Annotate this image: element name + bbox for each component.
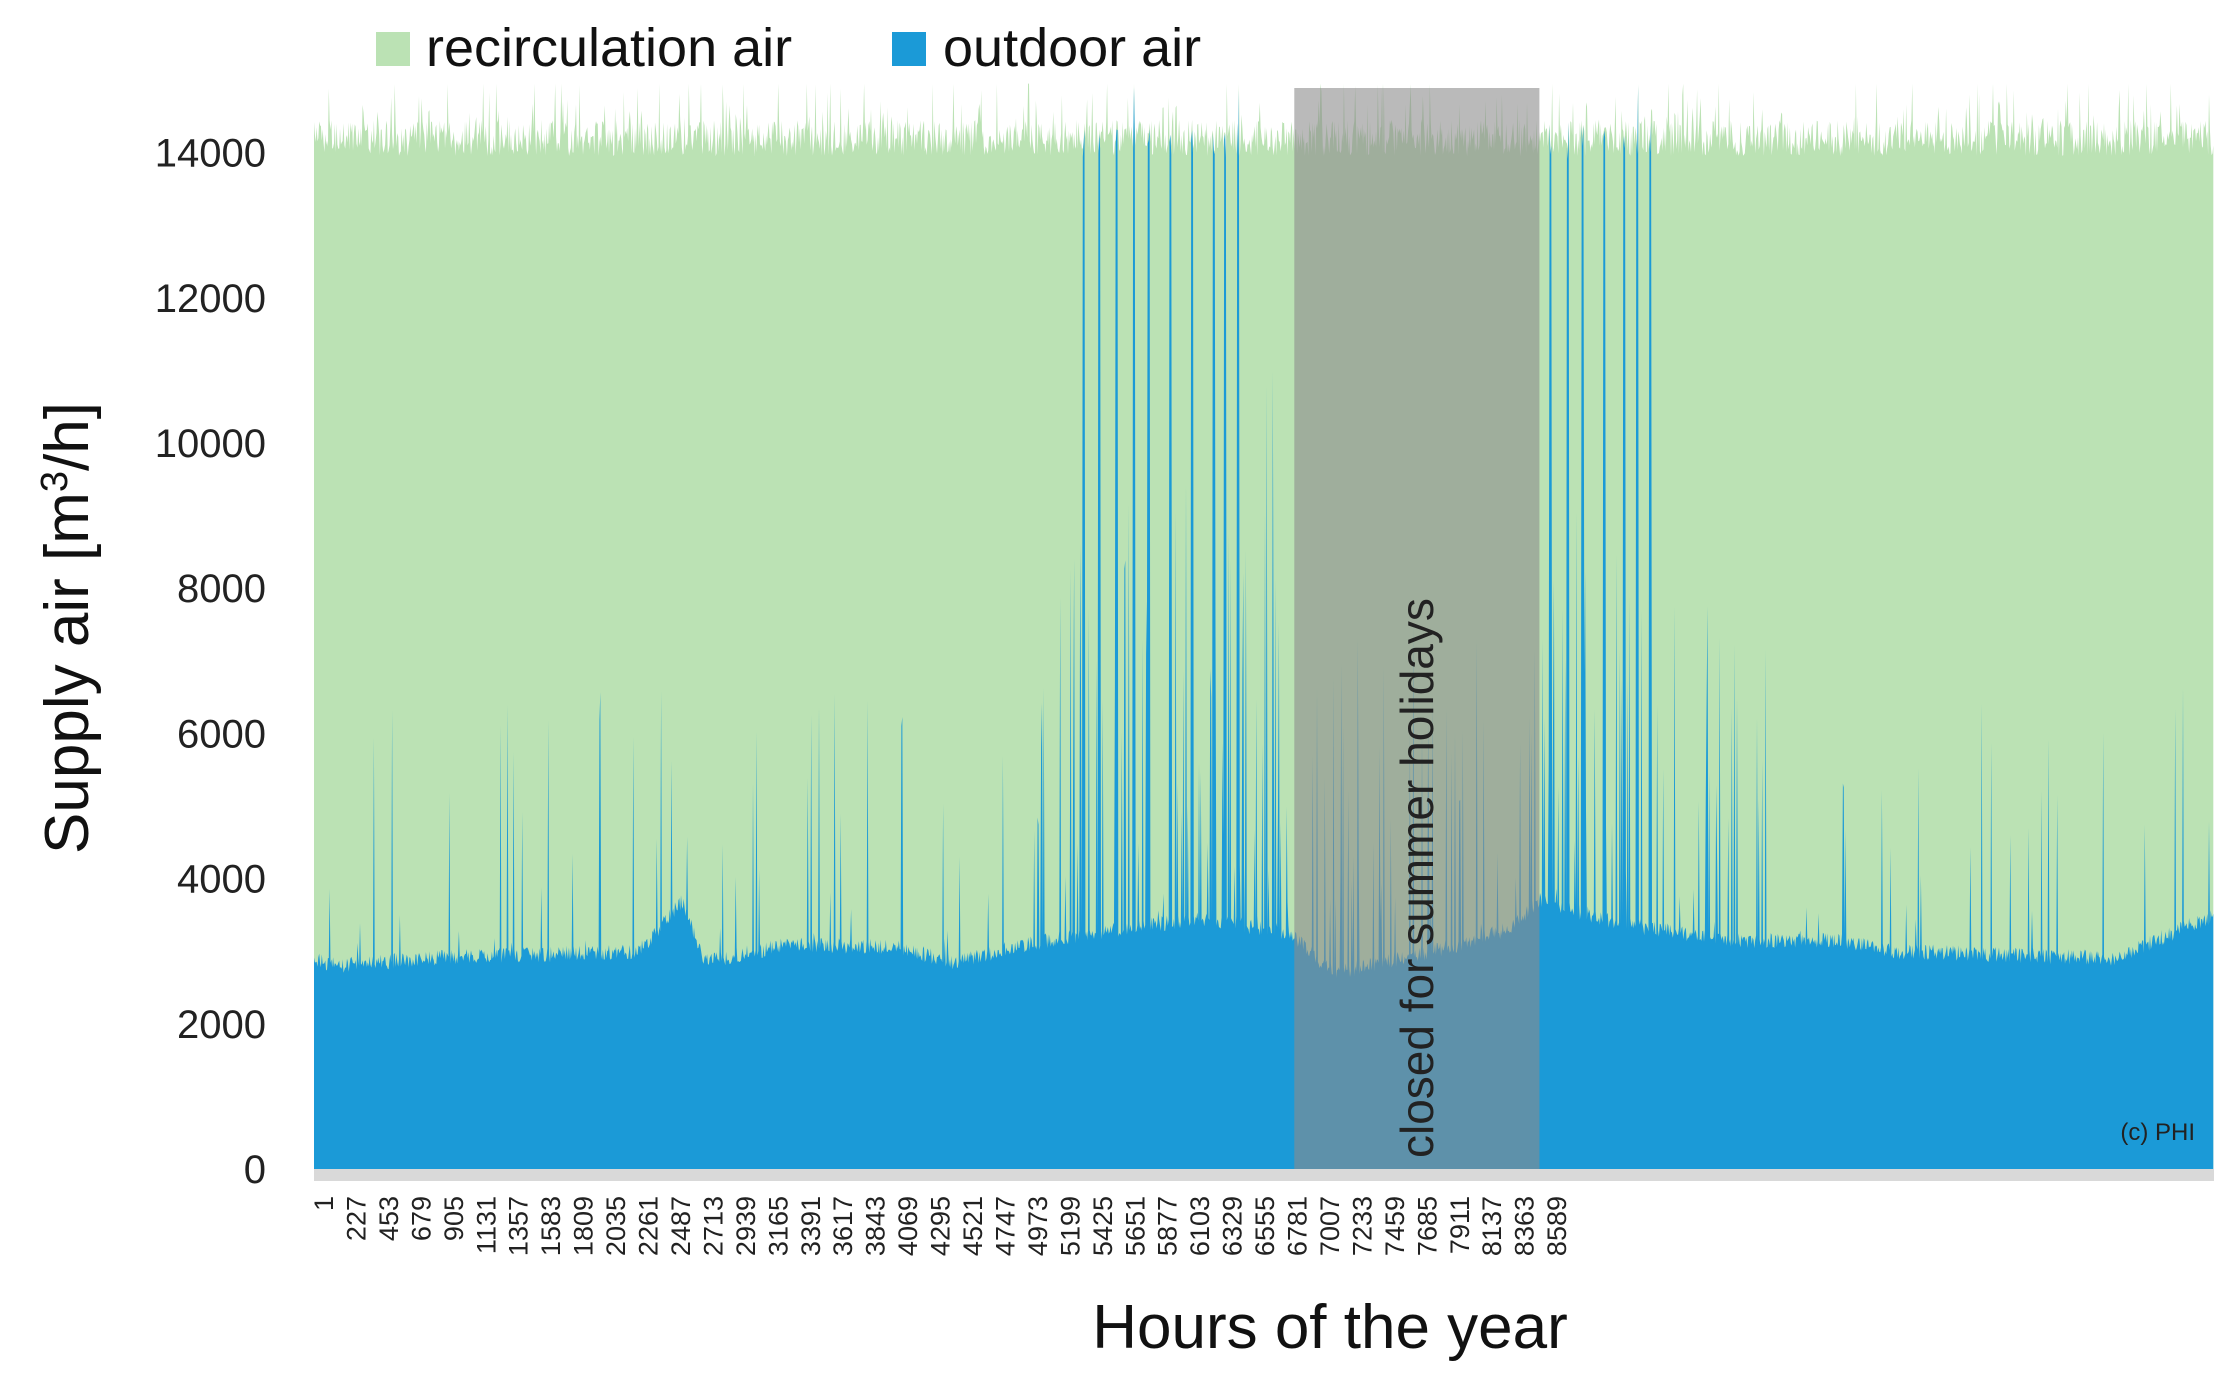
x-tick-label-8363: 8363 <box>1510 1196 1540 1256</box>
x-tick-label-4747: 4747 <box>991 1196 1021 1256</box>
x-tick-label-1809: 1809 <box>569 1196 599 1256</box>
x-axis-ticks: 1 227 453 679 905 1131 1357 1583 1809 2035 2261 248… <box>309 1196 1572 1256</box>
y-axis-title-sup: 3 <box>34 471 76 492</box>
outdoor-air-series <box>314 86 2214 1170</box>
x-tick-label-5425: 5425 <box>1088 1196 1118 1256</box>
y-axis-ticks: 0 2000 4000 6000 8000 10000 12000 14000 <box>155 132 266 1192</box>
holiday-annotation: closed for summer holidays <box>1391 598 1443 1158</box>
legend-label-recirculation: recirculation air <box>426 18 792 78</box>
x-tick-label-227: 227 <box>341 1196 371 1241</box>
legend-label-outdoor: outdoor air <box>943 18 1201 78</box>
y-axis-title-prefix: Supply air [m <box>33 492 102 854</box>
y-tick-label-10000: 10000 <box>155 422 266 466</box>
y-axis-title: Supply air [m3/h] <box>33 402 102 854</box>
y-tick-label-4000: 4000 <box>177 858 266 902</box>
y-tick-label-12000: 12000 <box>155 277 266 321</box>
x-tick-label-6781: 6781 <box>1283 1196 1313 1256</box>
x-tick-label-3617: 3617 <box>828 1196 858 1256</box>
x-tick-label-3843: 3843 <box>861 1196 891 1256</box>
x-tick-label-905: 905 <box>439 1196 469 1241</box>
x-tick-label-6103: 6103 <box>1185 1196 1215 1256</box>
x-tick-label-1583: 1583 <box>536 1196 566 1256</box>
x-tick-label-5199: 5199 <box>1055 1196 1085 1256</box>
x-axis-band <box>314 1169 2214 1181</box>
y-tick-label-0: 0 <box>244 1148 266 1192</box>
x-tick-label-1: 1 <box>309 1196 339 1211</box>
x-tick-label-5877: 5877 <box>1153 1196 1183 1256</box>
x-tick-label-679: 679 <box>406 1196 436 1241</box>
x-tick-label-7911: 7911 <box>1445 1196 1475 1254</box>
y-tick-label-8000: 8000 <box>177 567 266 611</box>
x-tick-label-3165: 3165 <box>763 1196 793 1256</box>
x-tick-label-2939: 2939 <box>731 1196 761 1256</box>
x-tick-label-6329: 6329 <box>1218 1196 1248 1256</box>
credit-label: (c) PHI <box>2120 1119 2195 1146</box>
x-tick-label-2035: 2035 <box>601 1196 631 1256</box>
x-tick-label-7233: 7233 <box>1347 1196 1377 1256</box>
y-axis-title-suffix: /h] <box>33 402 102 471</box>
legend-swatch-recirculation <box>376 32 410 66</box>
x-tick-label-2487: 2487 <box>666 1196 696 1256</box>
outdoor-air-area <box>314 86 2214 1170</box>
x-tick-label-8589: 8589 <box>1542 1196 1572 1256</box>
x-tick-label-8137: 8137 <box>1477 1196 1507 1256</box>
x-tick-label-3391: 3391 <box>796 1196 826 1256</box>
x-tick-label-4973: 4973 <box>1023 1196 1053 1256</box>
recirculation-air-area <box>314 83 2214 1170</box>
recirculation-air-series <box>314 83 2214 1170</box>
x-tick-label-2713: 2713 <box>698 1196 728 1256</box>
legend: recirculation air outdoor air <box>376 18 1201 78</box>
holiday-shaded-region <box>1294 88 1540 1169</box>
legend-swatch-outdoor <box>892 32 926 66</box>
x-tick-label-4295: 4295 <box>926 1196 956 1256</box>
x-tick-label-7007: 7007 <box>1315 1196 1345 1256</box>
x-tick-label-1131: 1131 <box>471 1196 501 1254</box>
x-tick-label-453: 453 <box>374 1196 404 1241</box>
y-tick-label-14000: 14000 <box>155 132 266 176</box>
x-tick-label-7685: 7685 <box>1412 1196 1442 1256</box>
x-tick-label-4521: 4521 <box>958 1196 988 1256</box>
y-tick-label-6000: 6000 <box>177 712 266 756</box>
x-tick-label-7459: 7459 <box>1380 1196 1410 1256</box>
x-tick-label-1357: 1357 <box>504 1196 534 1256</box>
holiday-shading <box>1294 88 1540 1169</box>
x-tick-label-6555: 6555 <box>1250 1196 1280 1256</box>
x-tick-label-4069: 4069 <box>893 1196 923 1256</box>
x-axis-title: Hours of the year <box>1092 1293 1568 1362</box>
x-tick-label-2261: 2261 <box>634 1196 664 1256</box>
x-tick-label-5651: 5651 <box>1120 1196 1150 1256</box>
y-tick-label-2000: 2000 <box>177 1003 266 1047</box>
